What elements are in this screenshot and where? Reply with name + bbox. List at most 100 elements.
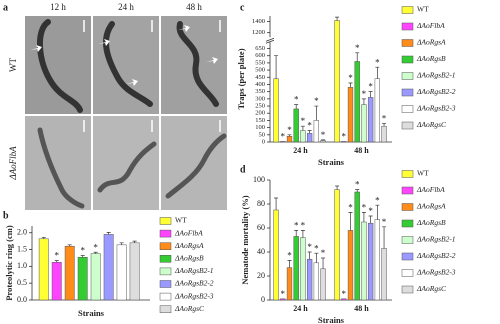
significance-mark: * <box>314 96 319 106</box>
error-bar <box>300 125 305 131</box>
bar <box>354 191 360 301</box>
error-bar <box>375 66 380 79</box>
y-tick-label: 300 <box>255 95 265 102</box>
column-label: 48 h <box>186 2 202 12</box>
scale-bars <box>83 20 221 132</box>
y-tick-label: 450 <box>255 74 265 81</box>
error-bar <box>375 204 380 220</box>
legend-swatch <box>401 269 414 277</box>
worm <box>165 133 227 199</box>
y-tick-label: 0 <box>261 295 265 304</box>
significance-mark: * <box>307 121 312 131</box>
bar <box>347 230 354 301</box>
bar <box>293 108 299 143</box>
significance-mark: * <box>321 130 326 140</box>
error-bar <box>314 105 319 121</box>
legend-label: ΔAoRgsB2-1 <box>416 235 456 244</box>
x-axis-label: Strains <box>78 308 105 318</box>
bar <box>334 20 340 143</box>
error-bar <box>287 134 292 137</box>
legend-label: ΔAoRgsB <box>416 218 446 227</box>
bar <box>313 120 320 143</box>
significance-mark: * <box>368 206 373 216</box>
worm <box>37 127 85 209</box>
error-bar <box>335 185 340 190</box>
legend-swatch <box>159 280 172 288</box>
legend-swatch <box>159 229 172 238</box>
legend-label: ΔAoRgsC <box>416 284 447 293</box>
y-tick-label: 100 <box>255 124 265 131</box>
bar <box>374 78 381 143</box>
y-tick-label: 250 <box>255 103 265 110</box>
significance-mark: * <box>301 220 306 230</box>
bar <box>381 248 387 301</box>
legend-swatch <box>401 252 414 261</box>
significance-mark: * <box>54 251 59 261</box>
micrograph <box>25 16 91 114</box>
bar <box>320 140 326 143</box>
bar <box>280 141 286 143</box>
error-bar <box>307 251 312 260</box>
legend-swatch <box>159 255 172 263</box>
error-bar <box>314 252 319 263</box>
y-tick-label: 40 <box>257 247 265 256</box>
bar <box>374 219 381 301</box>
legend-swatch <box>401 285 414 294</box>
micrograph <box>93 16 159 114</box>
micrograph <box>25 116 91 210</box>
legend-swatch <box>159 267 172 276</box>
y-tick-label: 0 <box>262 138 265 145</box>
legend-swatch <box>401 186 414 195</box>
y-axis-label: Proteolytic ring (cm) <box>4 225 14 301</box>
worm <box>97 141 157 193</box>
panel-letter: d <box>240 164 246 175</box>
significance-mark: * <box>342 131 347 141</box>
y-tick-label: 600 <box>255 52 265 59</box>
legend-swatch <box>401 121 414 130</box>
significance-mark: * <box>287 125 292 135</box>
bar <box>367 97 374 143</box>
legend-label: ΔAoRgsC <box>174 304 205 313</box>
bar <box>286 135 293 143</box>
legend-label: ΔAoRgsB2-3 <box>174 291 214 300</box>
row-label: WT <box>8 58 18 72</box>
bar <box>381 125 387 143</box>
y-tick-label: 400 <box>255 81 265 88</box>
legend-swatch <box>401 203 414 211</box>
bar <box>129 242 140 301</box>
error-bar <box>93 251 98 254</box>
significance-mark: * <box>294 220 299 230</box>
bar <box>77 257 88 301</box>
y-tick-label: 100 <box>253 175 265 184</box>
y-tick-label: 1400 <box>252 18 265 25</box>
legend-swatch <box>159 242 172 250</box>
bar <box>273 209 279 301</box>
significance-mark: * <box>287 250 292 260</box>
legend-swatch <box>159 217 172 225</box>
y-tick-label: 60 <box>257 223 265 232</box>
bar <box>293 236 299 301</box>
significance-mark: * <box>362 89 367 99</box>
bar <box>341 298 347 301</box>
legend-swatch <box>401 6 414 14</box>
error-bar <box>67 244 72 247</box>
legend-label: ΔAoRgsB2-3 <box>416 104 456 113</box>
bar <box>300 237 306 301</box>
bar <box>90 253 101 301</box>
legend-swatch <box>159 292 172 301</box>
y-tick-label: 2.0 <box>17 228 27 237</box>
y-tick-label: 550 <box>255 59 265 66</box>
bar <box>51 262 62 301</box>
error-bar <box>321 257 326 269</box>
bar <box>306 258 313 301</box>
arrows <box>30 25 218 86</box>
legend-swatch <box>401 72 414 80</box>
significance-mark: * <box>382 217 387 227</box>
bar <box>286 267 293 301</box>
y-axis-label: Nematode mortality (%) <box>240 195 250 284</box>
x-axis-label: Strains <box>318 157 345 167</box>
legend-swatch <box>401 55 414 64</box>
legend-label: ΔAoRgsC <box>416 120 447 129</box>
error-bar <box>54 260 59 263</box>
error-bar <box>361 212 366 222</box>
